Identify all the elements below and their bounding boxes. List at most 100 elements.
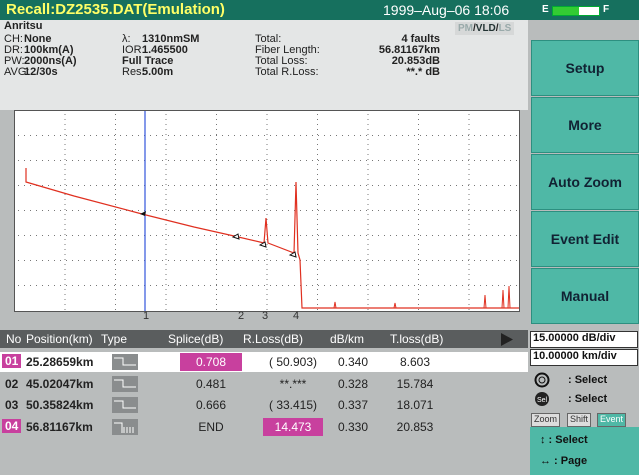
info-value: 56.81167km <box>378 44 440 56</box>
cell: 15.784 <box>396 376 434 391</box>
cell: 0.481 <box>195 376 227 391</box>
cell: 56.81167km <box>26 419 93 434</box>
column-header: Type <box>101 332 128 346</box>
title-bar <box>0 0 639 20</box>
trace <box>25 168 519 309</box>
menu-button[interactable]: Event Edit <box>531 211 639 267</box>
menu-button[interactable]: Manual <box>531 268 639 324</box>
info-value: None <box>24 33 52 45</box>
battery-full: F <box>603 4 610 15</box>
info-label: Total R.Loss: <box>255 66 319 78</box>
svg-text:Sel: Sel <box>537 397 548 404</box>
column-header: Splice(dB) <box>168 332 224 346</box>
info-label: Fiber Length: <box>255 44 320 56</box>
mode: VLD <box>475 23 496 34</box>
cell: 18.071 <box>396 398 434 412</box>
column-header: dB/km <box>330 332 365 346</box>
column-header: R.Loss(dB) <box>243 332 304 346</box>
info-label: Total: <box>255 33 282 45</box>
info-value: 4 faults <box>401 33 440 45</box>
info-panel: Anritsu PM/VLD/LS CH: None DR: 100km(A) PW: 2… <box>0 20 528 110</box>
cell: 0.328 <box>337 376 369 391</box>
cell: 8.603 <box>399 355 431 369</box>
cell: 03 <box>5 398 19 412</box>
event-marker <box>258 241 267 248</box>
horizontal-scale: 10.00000 km/div <box>530 349 638 366</box>
table-header: No Position(km) Type Splice(dB) R.Loss(dB) dB… <box>0 330 528 348</box>
event-marker <box>288 251 297 258</box>
type-icon <box>112 354 138 370</box>
info-value: **.* dB <box>406 66 440 78</box>
tab[interactable]: Zoom <box>531 413 561 427</box>
mode: LS <box>498 23 512 34</box>
info-label: λ: <box>122 33 131 45</box>
tab[interactable]: Event <box>597 413 627 427</box>
cell: ( 33.415) <box>268 398 318 412</box>
knob-icon <box>534 372 550 388</box>
battery-level <box>553 7 579 15</box>
event-number: 2 <box>238 310 245 322</box>
cell: END <box>198 419 224 434</box>
menu-button[interactable]: Auto Zoom <box>531 154 639 210</box>
info-value: 1310nmSM <box>142 33 200 45</box>
event-marker <box>140 211 146 216</box>
hint-area <box>530 427 639 475</box>
hint: : Select <box>568 374 608 386</box>
info-label: CH: <box>4 33 23 45</box>
cell: 0.666 <box>195 398 227 412</box>
info-label: PW: <box>4 55 25 67</box>
vertical-scale: 15.00000 dB/div <box>530 331 638 348</box>
column-header: No <box>6 332 22 346</box>
event-row[interactable]: 04 56.81167km END 14.473 0.330 20.853 <box>0 417 528 437</box>
type-icon <box>112 397 138 413</box>
noise <box>333 285 511 309</box>
cell: 0.330 <box>337 419 369 434</box>
info-label: AVG: <box>4 66 30 78</box>
info-label: DR: <box>4 44 23 56</box>
menu-button[interactable]: More <box>531 97 639 153</box>
event-row[interactable]: 02 45.02047km 0.481 **.*** 0.328 15.784 <box>0 374 528 394</box>
cell: 0.337 <box>337 398 369 412</box>
hint: ↔ : Page <box>540 455 588 467</box>
column-header: Position(km) <box>26 332 93 346</box>
cell: 01 <box>2 354 22 368</box>
info-label: IOR: <box>122 44 145 56</box>
hint: : Select <box>568 393 608 405</box>
battery-empty: E <box>542 4 549 15</box>
cell: 0.708 <box>195 355 227 369</box>
event-marker <box>231 233 240 240</box>
cell-highlight <box>180 353 242 371</box>
info-label: Res: <box>122 66 145 78</box>
info-value: 2000ns(A) <box>24 55 77 67</box>
set-icon: Sel <box>535 392 549 406</box>
cell: 45.02047km <box>26 376 94 391</box>
info-value: 12/30s <box>24 66 58 78</box>
info-value: 5.00m <box>142 66 174 78</box>
event-row[interactable]: 01 25.28659km 0.708 ( 50.903) 0.340 8.603 <box>0 352 528 372</box>
tab[interactable]: Shift <box>567 413 592 427</box>
info-label: Total Loss: <box>255 55 308 67</box>
brand: Anritsu <box>4 20 43 32</box>
menu-button[interactable]: Setup <box>531 40 639 96</box>
modes: PM/VLD/LS <box>455 22 515 35</box>
info-value: 20.853dB <box>391 55 440 67</box>
cell: 14.473 <box>274 419 312 434</box>
info-value: Full Trace <box>122 55 174 67</box>
event-number: 1 <box>143 310 150 322</box>
type-icon <box>112 418 138 435</box>
event-row[interactable]: 03 50.35824km 0.666 ( 33.415) 0.337 18.071 <box>0 395 528 415</box>
cell-highlight <box>263 417 323 436</box>
info-value: 100km(A) <box>24 44 74 56</box>
trace-view <box>14 110 520 312</box>
cell: ( 50.903) <box>268 355 318 369</box>
event-number: 3 <box>262 310 269 322</box>
cell: 0.340 <box>337 355 369 369</box>
info-value: 1.465500 <box>142 44 188 56</box>
column-header: T.loss(dB) <box>390 332 444 346</box>
hint: ↕ : Select <box>540 434 588 446</box>
page-arrow <box>501 333 513 346</box>
cell: **.*** <box>279 376 307 391</box>
cell: 25.28659km <box>26 355 94 369</box>
type-icon <box>112 375 138 392</box>
